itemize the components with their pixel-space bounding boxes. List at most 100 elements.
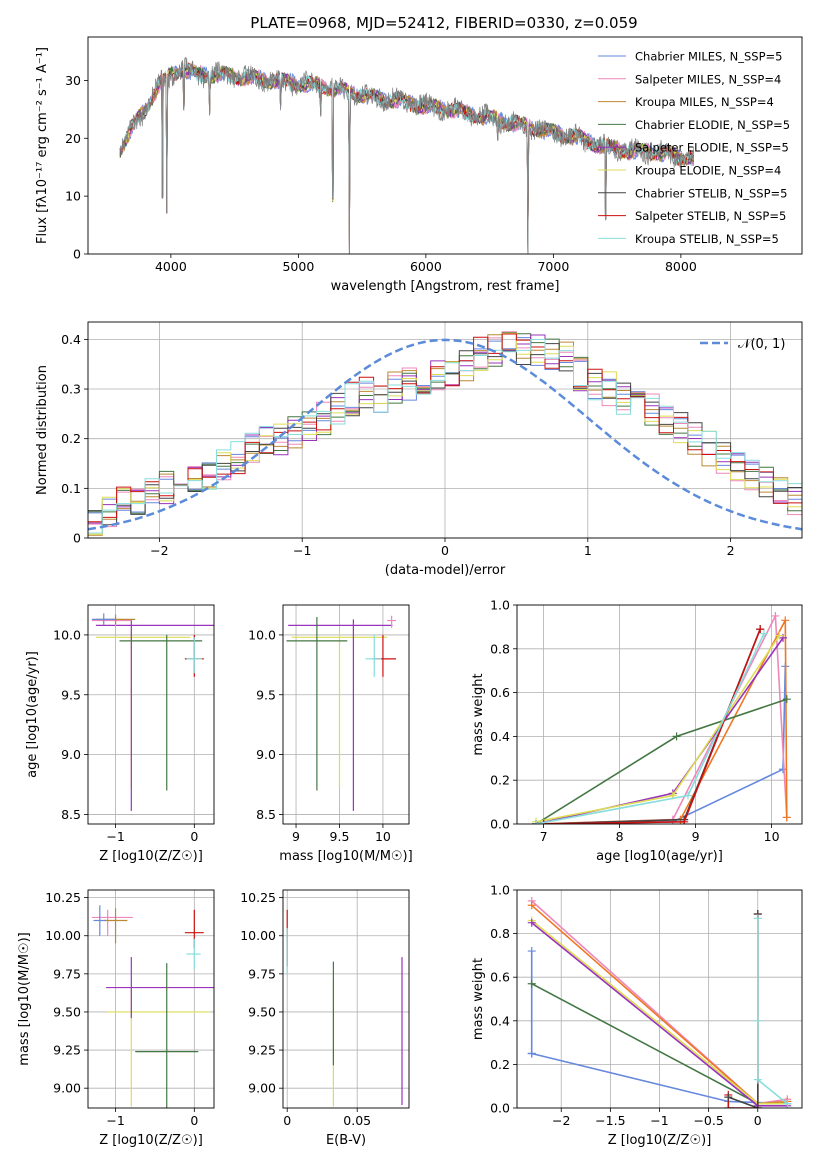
y-tick-label: 8.5: [61, 807, 81, 822]
x-tick-label: 0.05: [343, 1113, 371, 1128]
mass-weight-marker: [753, 1016, 762, 1025]
x-tick-label: 4000: [155, 259, 187, 274]
y-tick-label: 0.2: [490, 773, 510, 788]
y-tick-label: 10.25: [240, 890, 276, 905]
y-tick-label: 20: [65, 131, 81, 146]
residuals-panel: −2 −1 0 1 2 0 0.1 0.2 0.3 0.4 (data-model)/error No…: [35, 321, 803, 578]
x-tick-label: 2: [727, 543, 735, 558]
y-tick-label: 0.0: [490, 1101, 510, 1116]
x-tick-label: 9: [292, 829, 300, 844]
x-tick-label: 5000: [282, 259, 314, 274]
x-tick-label: 0: [283, 1113, 291, 1128]
x-tick-label: 1: [584, 543, 592, 558]
spectrum-data-line: [119, 57, 694, 254]
x-tick-label: −2: [552, 1113, 570, 1128]
legend-label: Chabrier STELIB, N_SSP=5: [635, 186, 787, 200]
y-tick-label: 9.5: [256, 687, 276, 702]
x-tick-label: 7000: [537, 259, 569, 274]
weight_vs_Z-x-axis-label: Z [log10(Z/Z☉)]: [608, 1133, 712, 1148]
mass-weight-marker: [760, 629, 768, 638]
mass-weight-marker: [782, 695, 791, 704]
mass-weight-marker: [724, 1093, 733, 1102]
y-tick-label: 0.4: [61, 332, 81, 347]
y-tick-label: 0.4: [490, 729, 510, 744]
mass-weight-marker: [684, 791, 692, 800]
age_vs_Z-plot-area: [88, 605, 214, 824]
y-tick-label: 9.00: [53, 1081, 81, 1096]
y-tick-label: 9.00: [248, 1081, 276, 1096]
y-tick-label: 10: [65, 189, 81, 204]
weight_vs_age-plot-area: [517, 605, 802, 824]
y-tick-label: 9.0: [256, 747, 276, 762]
y-tick-label: 0: [73, 531, 81, 546]
y-tick-label: 10.00: [45, 928, 81, 943]
mass_vs_Z-x-axis-label: Z [log10(Z/Z☉)]: [99, 1133, 203, 1148]
x-tick-label: 0: [190, 829, 198, 844]
age-vs-mass-panel: 9 9.5 10 8.5 9.0 9.5 10.0 mass [log10(M/M☉)]: [248, 604, 413, 864]
y-tick-label: 1.0: [490, 598, 510, 613]
y-tick-label: 0.8: [490, 641, 510, 656]
mass_vs_ebv-plot-area: [283, 890, 409, 1108]
spectrum-panel: 4000 5000 6000 7000 8000 0 10 20 30 wavelength [A…: [35, 14, 803, 294]
legend-label: Kroupa MILES, N_SSP=4: [635, 95, 774, 109]
spectrum-y-axis-label: Flux [fλ10⁻¹⁷ erg cm⁻² s⁻¹ A⁻¹]: [35, 47, 50, 244]
mass-weight-vs-metallicity-panel: −2 −1.5 −1 −0.5 0 0.0 0.2 0.4 0.6 0.8 1.0 Z [log10(…: [471, 883, 803, 1148]
x-tick-label: 6000: [410, 259, 442, 274]
y-tick-label: 0.1: [61, 481, 81, 496]
y-tick-label: 9.50: [248, 1004, 276, 1019]
x-tick-label: 0: [441, 543, 449, 558]
mass-vs-metallicity-panel: −1 0 9.00 9.25 9.50 9.75 10.00 10.25 Z [log10(Z/…: [17, 889, 215, 1148]
x-tick-label: 8000: [665, 259, 697, 274]
y-tick-label: 9.75: [53, 966, 81, 981]
residuals-x-axis-label: (data-model)/error: [385, 563, 506, 578]
x-tick-label: 0: [754, 1113, 762, 1128]
legend-label: Kroupa STELIB, N_SSP=5: [635, 232, 779, 246]
y-tick-label: 30: [65, 73, 81, 88]
legend-label: Chabrier MILES, N_SSP=5: [635, 50, 782, 64]
mass-weight-marker: [527, 1049, 536, 1058]
residuals-y-axis-label: Normed distribution: [35, 365, 50, 495]
x-tick-label: −1: [106, 1113, 124, 1128]
y-tick-label: 0.2: [490, 1057, 510, 1072]
age_vs_Z-y-axis-label: age [log10(age/yr)]: [25, 651, 40, 778]
mass-weight-marker: [527, 918, 536, 927]
mass-weight-marker: [724, 1104, 733, 1108]
x-tick-label: 10: [764, 829, 780, 844]
weight_vs_Z-y-axis-label: mass weight: [471, 958, 486, 1040]
mass-weight-marker: [527, 979, 536, 988]
axes-frame: [516, 889, 803, 1109]
y-tick-label: 9.25: [248, 1043, 276, 1058]
mass-weight-marker: [532, 820, 540, 824]
y-tick-label: 9.5: [61, 687, 81, 702]
mass-weight-marker: [539, 820, 548, 824]
x-tick-label: 10: [375, 829, 391, 844]
mass-weight-marker: [527, 901, 536, 910]
weight_vs_age-x-axis-label: age [log10(age/yr)]: [596, 849, 723, 864]
weight_vs_age-y-axis-label: mass weight: [471, 673, 486, 755]
mass-weight-marker: [527, 947, 536, 956]
legend-label: Chabrier ELODIE, N_SSP=5: [635, 118, 790, 132]
y-tick-label: 9.50: [53, 1004, 81, 1019]
residuals-plot-area: [88, 322, 802, 538]
y-tick-label: 1.0: [490, 883, 510, 898]
axes-frame: [87, 604, 215, 825]
normal-curve: [88, 338, 802, 531]
age-vs-metallicity-panel: −1 0 8.5 9.0 9.5 10.0 Z [log10(Z/Z☉)] age [log1…: [25, 604, 215, 864]
mass-weight-marker: [782, 813, 791, 822]
y-tick-label: 9.0: [61, 747, 81, 762]
y-tick-label: 10.25: [45, 890, 81, 905]
mass-weight-marker: [783, 1099, 792, 1108]
y-tick-label: 9.25: [53, 1043, 81, 1058]
mass-weight-vs-age-panel: 7 8 9 10 0.0 0.2 0.4 0.6 0.8 1.0 age [log10(age/yr…: [471, 598, 803, 864]
mass-weight-marker: [781, 616, 790, 625]
weight_vs_Z-plot-area: [517, 890, 802, 1108]
y-tick-label: 0.6: [490, 685, 510, 700]
mass_vs_ebv-x-axis-label: E(B-V): [326, 1133, 366, 1148]
y-tick-label: 8.5: [256, 807, 276, 822]
legend-label: Salpeter MILES, N_SSP=4: [635, 72, 781, 86]
y-tick-label: 0.2: [61, 431, 81, 446]
axes-frame: [282, 604, 410, 825]
x-tick-label: −1: [106, 829, 124, 844]
age_vs_mass-x-axis-label: mass [log10(M/M☉)]: [279, 849, 412, 864]
